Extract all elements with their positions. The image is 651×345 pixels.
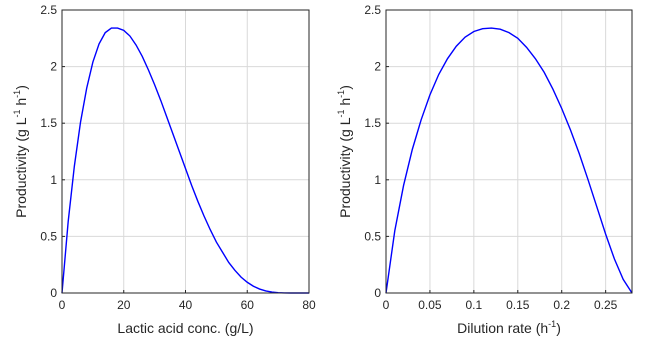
left-y-tick-label: 1.5 <box>40 116 57 130</box>
left-y-axis-label: Productivity (g L-1 h-1) <box>12 85 29 218</box>
right-plot-frame <box>385 9 633 294</box>
left-x-tick-label: 60 <box>241 298 255 312</box>
left-x-tick-label: 40 <box>179 298 193 312</box>
left-x-tick-label: 80 <box>302 298 316 312</box>
right-x-ticks: 0 0.05 0.1 0.15 0.2 0.25 <box>383 290 618 312</box>
left-x-tick-label: 20 <box>117 298 131 312</box>
right-series-line <box>385 27 633 294</box>
right-y-axis-label: Productivity (g L-1 h-1) <box>336 85 353 218</box>
right-y-tick-label: 1.5 <box>364 116 381 130</box>
right-x-axis-label: Dilution rate (h-1) <box>457 319 561 336</box>
right-y-tick-label: 2 <box>374 60 381 74</box>
left-y-tick-label: 2 <box>50 60 57 74</box>
right-x-tick-label: 0.15 <box>506 298 530 312</box>
left-y-tick-label: 0.5 <box>40 229 57 243</box>
right-y-tick-label: 1 <box>374 173 381 187</box>
right-x-tick-label: 0.2 <box>553 298 570 312</box>
right-y-ticks: 0 0.5 1 1.5 2 2.5 <box>364 3 389 300</box>
right-x-tick-label: 0.1 <box>466 298 483 312</box>
left-x-ticks: 0 20 40 60 80 <box>59 290 316 312</box>
right-x-tick-label: 0 <box>383 298 390 312</box>
right-x-tick-label: 0.05 <box>418 298 442 312</box>
left-x-axis-label: Lactic acid conc. (g/L) <box>117 320 253 336</box>
right-y-tick-label: 0 <box>374 286 381 300</box>
right-chart: 0 0.05 0.1 0.15 0.2 0.25 0 0.5 1 1.5 2 2.5 Dilutio… <box>336 3 633 336</box>
right-series <box>385 27 633 294</box>
right-y-tick-label: 0.5 <box>364 229 381 243</box>
left-y-ticks: 0 0.5 1 1.5 2 2.5 <box>40 3 65 300</box>
right-y-tick-label: 2.5 <box>364 3 381 17</box>
left-series <box>61 27 309 294</box>
left-y-tick-label: 1 <box>50 173 57 187</box>
left-series-line <box>61 27 309 294</box>
right-x-tick-label: 0.25 <box>594 298 618 312</box>
left-y-tick-label: 0 <box>50 286 57 300</box>
left-x-tick-label: 0 <box>59 298 66 312</box>
left-grid <box>61 9 310 294</box>
left-y-tick-label: 2.5 <box>40 3 57 17</box>
left-chart: 0 20 40 60 80 0 0.5 1 1.5 2 2.5 Lactic acid conc.… <box>12 3 316 336</box>
right-grid <box>385 9 632 294</box>
